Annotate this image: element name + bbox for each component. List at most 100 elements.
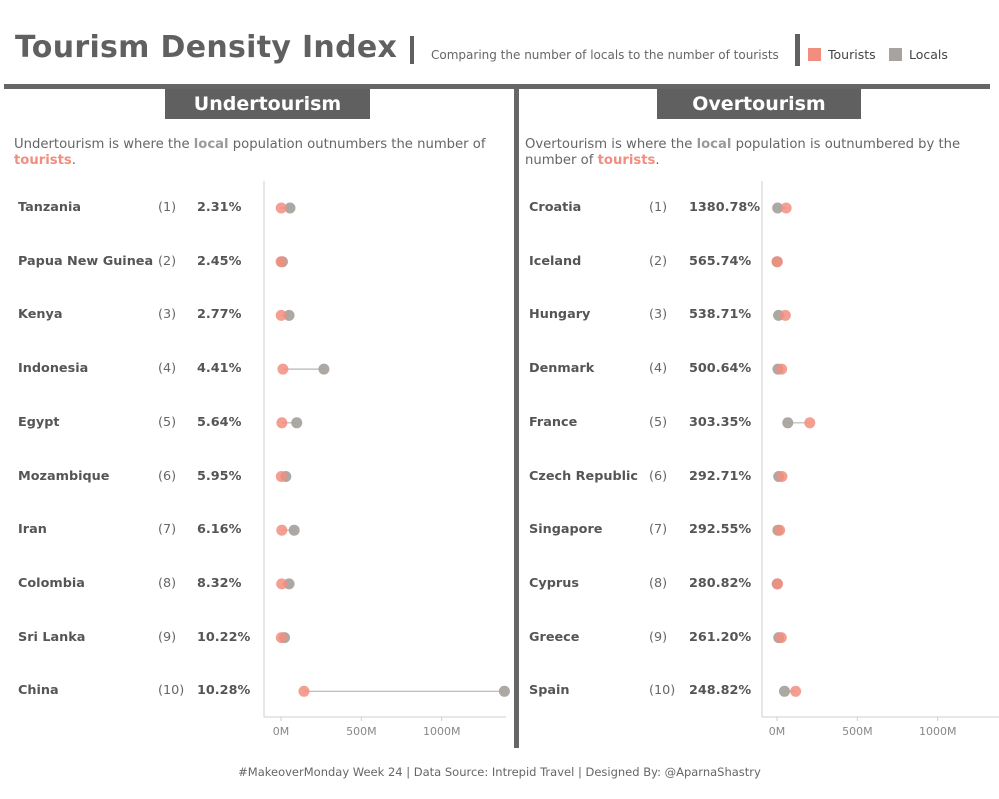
tourists-point	[776, 471, 788, 482]
density-pct-label: 10.22%	[197, 629, 251, 645]
locals-point	[772, 202, 784, 214]
locals-swatch	[889, 48, 902, 61]
tourists-point	[774, 524, 786, 536]
country-label: Hungary	[529, 307, 591, 323]
country-label: Sri Lanka	[18, 629, 86, 645]
tourists-point	[276, 417, 288, 429]
tourists-point	[776, 363, 788, 375]
rank-label: (5)	[158, 414, 177, 430]
tourists-point	[298, 685, 310, 697]
rank-label: (9)	[649, 629, 668, 645]
country-label: Kenya	[18, 307, 63, 323]
locals-point	[498, 685, 510, 697]
country-label: Greece	[529, 629, 580, 645]
tourists-point	[771, 256, 783, 268]
desc-local-highlight: local	[696, 137, 732, 152]
density-pct-label: 2.31%	[197, 200, 242, 215]
tourists-point	[779, 309, 791, 321]
density-pct-label: 5.95%	[197, 468, 242, 484]
density-pct-label: 261.20%	[689, 629, 752, 645]
desc-text: Overtourism is where the	[525, 137, 697, 152]
country-label: Denmark	[529, 361, 595, 377]
density-pct-label: 10.28%	[197, 683, 251, 699]
rank-label: (8)	[649, 575, 668, 591]
country-label: France	[529, 414, 578, 430]
country-label: Papua New Guinea	[18, 253, 154, 269]
country-label: Croatia	[529, 200, 582, 215]
density-pct-label: 500.64%	[689, 361, 752, 377]
rank-label: (10)	[158, 683, 185, 699]
tourists-point	[277, 363, 289, 375]
density-pct-label: 292.71%	[689, 468, 752, 484]
x-tick-label: 0M	[273, 725, 290, 738]
legend-label-locals: Locals	[909, 47, 948, 62]
title-divider	[410, 36, 414, 64]
locals-point	[779, 685, 791, 697]
undertourism-description: Undertourism is where the local populati…	[14, 137, 504, 169]
locals-point	[283, 309, 295, 321]
legend-divider	[795, 34, 800, 66]
tourists-swatch	[808, 48, 821, 61]
desc-text: population is outnumbered by the number …	[525, 137, 961, 168]
rank-label: (1)	[649, 200, 668, 215]
desc-text: population outnumbers the number of	[228, 137, 486, 152]
footer-credits: #MakeoverMonday Week 24 | Data Source: I…	[238, 765, 761, 779]
x-tick-label: 0M	[769, 725, 786, 738]
tourists-point	[276, 578, 288, 590]
legend-label-tourists: Tourists	[828, 47, 876, 62]
tourists-point	[276, 524, 288, 536]
rank-label: (4)	[649, 361, 668, 377]
country-label: Mozambique	[18, 468, 110, 484]
density-pct-label: 292.55%	[689, 522, 752, 538]
tourists-point	[275, 471, 287, 482]
country-label: Iran	[18, 522, 47, 538]
tourists-point	[275, 632, 287, 644]
legend-item-tourists: Tourists	[808, 47, 876, 62]
desc-tourists-highlight: tourists	[597, 153, 656, 168]
density-pct-label: 5.64%	[197, 414, 242, 430]
country-label: Egypt	[18, 414, 60, 430]
rank-label: (7)	[158, 522, 177, 538]
country-label: Indonesia	[18, 361, 89, 377]
density-pct-label: 538.71%	[689, 307, 752, 323]
rank-label: (6)	[649, 468, 668, 484]
rank-label: (1)	[158, 200, 177, 215]
x-tick-label: 1000M	[423, 725, 461, 738]
page-subtitle: Comparing the number of locals to the nu…	[431, 48, 779, 62]
desc-text: .	[655, 153, 660, 168]
locals-point	[318, 363, 330, 375]
density-pct-label: 2.45%	[197, 253, 242, 269]
density-pct-label: 280.82%	[689, 575, 752, 591]
rank-label: (8)	[158, 575, 177, 591]
x-tick-label: 1000M	[919, 725, 957, 738]
rank-label: (2)	[158, 253, 177, 269]
desc-text: .	[71, 153, 76, 168]
density-pct-label: 565.74%	[689, 253, 752, 269]
country-label: China	[18, 683, 59, 699]
desc-tourists-highlight: tourists	[14, 153, 72, 168]
country-label: Iceland	[529, 253, 582, 269]
overtourism-description: Overtourism is where the local populatio…	[525, 137, 980, 169]
country-label: Cyprus	[529, 575, 579, 591]
locals-point	[284, 202, 296, 214]
density-pct-label: 248.82%	[689, 683, 752, 699]
x-tick-label: 500M	[842, 725, 873, 738]
tourists-point	[780, 202, 792, 214]
locals-point	[288, 524, 300, 536]
rank-label: (2)	[649, 253, 668, 269]
country-label: Tanzania	[18, 200, 82, 215]
density-pct-label: 303.35%	[689, 414, 752, 430]
legend-item-locals: Locals	[889, 47, 948, 62]
overtourism-header: Overtourism	[657, 89, 861, 119]
rank-label: (9)	[158, 629, 177, 645]
density-pct-label: 6.16%	[197, 522, 242, 538]
country-label: Spain	[529, 683, 570, 699]
undertourism-header: Undertourism	[165, 89, 370, 119]
tourists-point	[804, 417, 816, 429]
tourists-point	[790, 685, 802, 697]
density-pct-label: 2.77%	[197, 307, 242, 323]
locals-point	[291, 417, 303, 429]
rank-label: (10)	[649, 683, 676, 699]
